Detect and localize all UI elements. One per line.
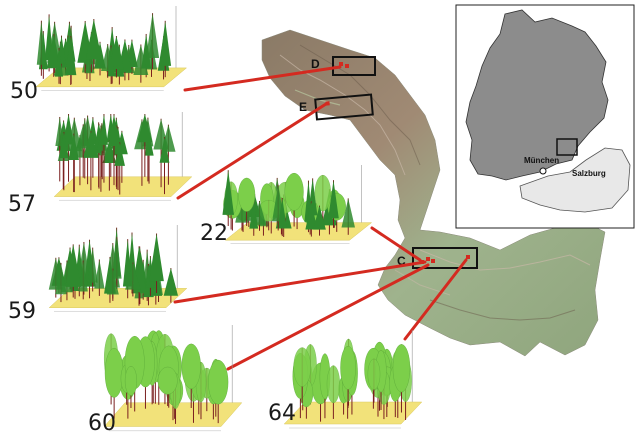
- germany-shape: [465, 9, 609, 181]
- plot-60: 60: [88, 325, 243, 433]
- connector-64: [403, 258, 468, 341]
- box-label-e: E: [299, 100, 307, 114]
- plot-50: 50: [10, 6, 188, 104]
- plot-number: 64: [268, 401, 296, 426]
- plot-59: 59: [8, 225, 188, 324]
- plot-ground: [283, 401, 423, 425]
- plot-ground: [53, 176, 193, 197]
- city-munchen: München: [524, 156, 559, 165]
- study-box-d: D: [311, 56, 376, 76]
- city-salzburg: Salzburg: [572, 169, 606, 178]
- plot-trees: [48, 227, 179, 306]
- plot-trees: [222, 170, 355, 238]
- box-label-c: C: [397, 254, 406, 268]
- box-label-d: D: [311, 57, 320, 71]
- plot-trees: [103, 330, 229, 424]
- inset-study-frame: [556, 138, 578, 156]
- plot-22: 22: [200, 165, 373, 246]
- austria-shape: [519, 147, 631, 213]
- connector-lines: [173, 65, 468, 371]
- connector-50: [183, 65, 342, 92]
- plot-number: 22: [200, 221, 228, 246]
- plot-64: 64: [268, 330, 423, 429]
- plot-number: 57: [8, 192, 36, 217]
- plot-trees: [36, 13, 172, 85]
- connector-59: [173, 260, 427, 304]
- plot-number: 60: [88, 411, 116, 433]
- connector-22: [370, 226, 422, 262]
- plot-57: 57: [8, 112, 193, 217]
- connector-57: [176, 102, 328, 200]
- munchen-marker: [539, 167, 547, 175]
- forest-plots: 50 57 22 59 60 64: [8, 6, 423, 433]
- connector-60: [226, 263, 430, 371]
- plot-trees: [292, 338, 412, 422]
- inset-map: München Salzburg: [455, 4, 635, 229]
- plot-trees: [55, 114, 176, 195]
- plot-ground: [224, 222, 373, 241]
- plot-number: 59: [8, 299, 36, 324]
- plot-number: 50: [10, 79, 38, 104]
